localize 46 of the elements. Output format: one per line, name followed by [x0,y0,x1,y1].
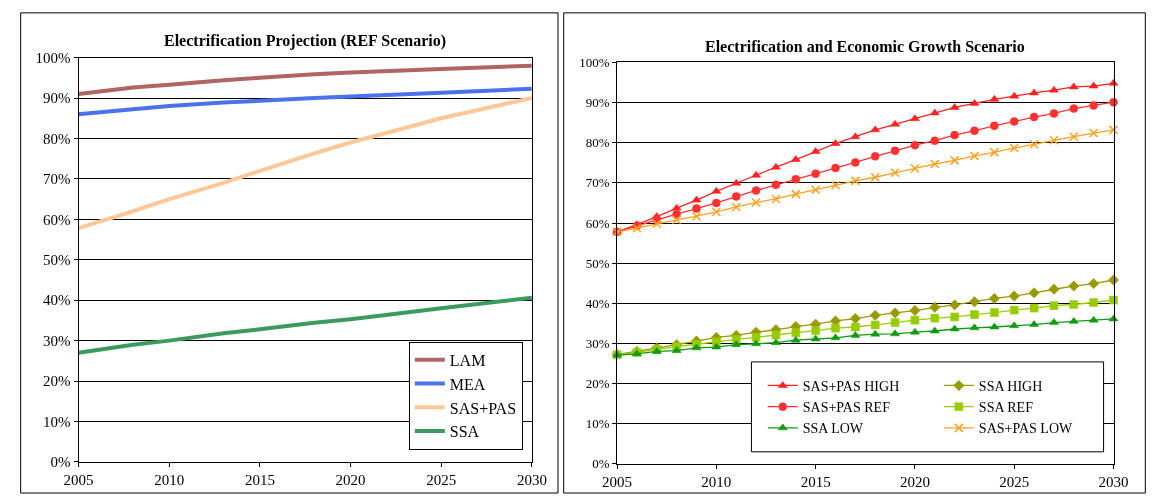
y-tick-label: 10% [585,416,610,432]
y-tick-label: 60% [43,211,71,228]
y-tick-label: 70% [585,175,610,191]
y-tick-label: 0% [592,456,610,472]
y-tick-label: 40% [43,292,71,309]
y-tick-label: 20% [43,373,71,390]
y-tick-label: 90% [585,95,610,111]
legend-label: SAS+PAS REF [802,400,891,416]
legend-label: SSA REF [978,400,1034,416]
y-tick-label: 70% [43,171,71,188]
x-tick-label: 2030 [1098,473,1129,490]
chart-title: Electrification Projection (REF Scenario) [164,32,447,50]
y-tick-label: 20% [585,376,610,392]
x-tick-label: 2010 [701,473,732,490]
x-tick-label: 2025 [426,471,457,488]
y-tick-label: 100% [579,54,610,70]
legend-label: MEA [449,375,486,393]
y-tick-label: 30% [585,335,610,351]
x-tick-label: 2020 [335,471,366,488]
legend-label: SAS+PAS LOW [978,421,1073,437]
x-tick-label: 2015 [800,473,831,490]
y-tick-label: 80% [43,130,71,147]
x-tick-label: 2020 [899,473,930,490]
legend-label: SAS+PAS [449,399,517,417]
legend-label: SSA LOW [802,421,864,437]
y-tick-label: 50% [585,255,610,271]
legend-label: SAS+PAS HIGH [802,378,900,394]
x-tick-label: 2005 [602,473,633,490]
x-tick-label: 2030 [516,471,547,488]
legend-label: LAM [449,351,486,369]
y-tick-label: 80% [585,135,610,151]
legend-label: SSA [449,423,480,441]
y-tick-label: 40% [585,295,610,311]
y-tick-label: 60% [585,215,610,231]
y-tick-label: 100% [35,49,71,66]
x-tick-label: 2010 [154,471,185,488]
x-tick-label: 2005 [63,471,94,488]
y-tick-label: 90% [43,90,71,107]
y-tick-label: 50% [43,252,71,268]
y-tick-label: 0% [50,454,71,471]
legend-label: SSA HIGH [978,378,1043,394]
chart-title: Electrification and Economic Growth Scenario [705,38,1025,55]
y-tick-label: 10% [43,413,71,430]
x-tick-label: 2025 [999,473,1030,490]
y-tick-label: 30% [43,332,71,349]
x-tick-label: 2015 [244,471,275,488]
